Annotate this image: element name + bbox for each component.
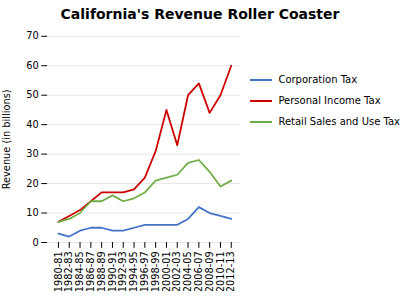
svg-text:2000-01: 2000-01 xyxy=(161,251,172,291)
svg-text:1982-83: 1982-83 xyxy=(63,251,74,291)
svg-text:1998-99: 1998-99 xyxy=(150,251,161,291)
svg-text:1984-85: 1984-85 xyxy=(74,251,85,291)
svg-text:40: 40 xyxy=(26,119,38,130)
svg-text:2004-05: 2004-05 xyxy=(182,251,193,291)
svg-text:1990-91: 1990-91 xyxy=(107,251,118,291)
svg-text:10: 10 xyxy=(26,207,38,218)
svg-text:50: 50 xyxy=(26,89,38,100)
svg-text:2010-11: 2010-11 xyxy=(215,251,226,291)
html-text:Corporation Tax: Corporation Tax xyxy=(278,74,358,85)
svg-text:20: 20 xyxy=(26,178,38,189)
svg-text:1986-87: 1986-87 xyxy=(85,251,96,291)
svg-text:2006-07: 2006-07 xyxy=(193,251,204,291)
svg-text:2012-13: 2012-13 xyxy=(225,251,236,291)
svg-text:70: 70 xyxy=(26,30,38,41)
html-text:Personal Income Tax: Personal Income Tax xyxy=(278,95,381,106)
svg-text:60: 60 xyxy=(26,60,38,71)
svg-text:0: 0 xyxy=(33,237,39,248)
svg-text:1994-95: 1994-95 xyxy=(128,251,139,291)
svg-text:1996-97: 1996-97 xyxy=(139,251,150,291)
svg-text:Revenue (in billions): Revenue (in billions) xyxy=(1,89,12,189)
svg-text:30: 30 xyxy=(26,148,38,159)
html-text:California's Revenue Roller Co: California's Revenue Roller Coaster xyxy=(60,6,340,22)
svg-text:2002-03: 2002-03 xyxy=(171,251,182,291)
svg-text:1980-81: 1980-81 xyxy=(53,251,64,291)
html-text:Retail Sales and Use Tax: Retail Sales and Use Tax xyxy=(278,116,400,127)
svg-text:1992-93: 1992-93 xyxy=(117,251,128,291)
svg-text:1988-89: 1988-89 xyxy=(96,251,107,291)
svg-text:2008-09: 2008-09 xyxy=(204,251,215,291)
